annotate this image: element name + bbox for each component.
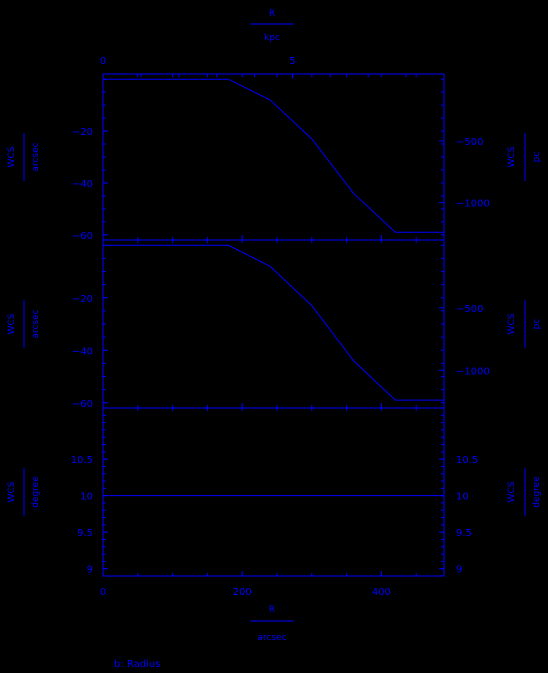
panel-2-left-tick-label: −20	[72, 294, 93, 305]
panel-1-left-axis-unit: arcsec	[31, 142, 41, 171]
panel-1-right-axis-unit: pc	[532, 152, 542, 163]
x-axis-label: R	[269, 605, 275, 615]
panel-2-right-axis-label: WCS	[507, 313, 517, 334]
panel-3-frame	[102, 407, 445, 577]
panel-3-right-tick-label: 10	[456, 492, 469, 503]
panel-3-left-tick-label: 10.5	[71, 455, 93, 466]
x-tick-label: 0	[100, 587, 106, 598]
panel-3-right-tick-label: 10.5	[456, 455, 478, 466]
panel-3-right-axis-label: WCS	[507, 481, 517, 502]
panel-1-series-line	[103, 78, 444, 233]
panel-1-left-tick-label: −20	[72, 127, 93, 138]
panel-2-left-axis-label: WCS	[7, 313, 17, 334]
panel-2-right-axis-unit: pc	[532, 319, 542, 330]
panel-2-left-tick-label: −40	[72, 346, 93, 357]
panel-1-frame	[102, 73, 445, 241]
top-axis-label: R	[269, 9, 275, 19]
panel-2-frame	[102, 239, 445, 409]
top-tick-label: 0	[100, 56, 106, 67]
panel-3-left-axis-unit: degree	[31, 476, 41, 508]
panel-1-right-tick-label: −1000	[456, 199, 490, 210]
panel-1-right-tick-label: −500	[456, 137, 483, 148]
panel-2-right-tick-label: −1000	[456, 366, 490, 377]
x-tick-label: 200	[233, 587, 252, 598]
panel-1-left-axis-label: WCS	[7, 146, 17, 167]
x-axis-unit: arcsec	[257, 633, 286, 643]
panel-3-left-tick-label: 9	[87, 565, 93, 576]
panel-1-left-tick-label: −60	[72, 231, 93, 242]
panel-3-right-axis-unit: degree	[532, 476, 542, 508]
panel-2-left-axis-unit: arcsec	[31, 309, 41, 338]
panel-1-left-tick-label: −40	[72, 179, 93, 190]
panel-3-right-tick-label: 9.5	[456, 528, 472, 539]
figure-caption: b: Radius	[114, 659, 160, 670]
x-tick-label: 400	[372, 587, 391, 598]
panel-3-left-axis-label: WCS	[7, 481, 17, 502]
panel-2-left-tick-label: −60	[72, 399, 93, 410]
panel-2-right-tick-label: −500	[456, 304, 483, 315]
top-tick-label: 5	[289, 56, 295, 67]
panel-3-right-tick-label: 9	[456, 565, 462, 576]
panel-1-right-axis-label: WCS	[507, 146, 517, 167]
top-axis-unit: kpc	[264, 33, 280, 43]
panel-2-series-line	[103, 244, 444, 401]
panel-3-left-tick-label: 10	[80, 492, 93, 503]
panel-3-left-tick-label: 9.5	[77, 528, 93, 539]
